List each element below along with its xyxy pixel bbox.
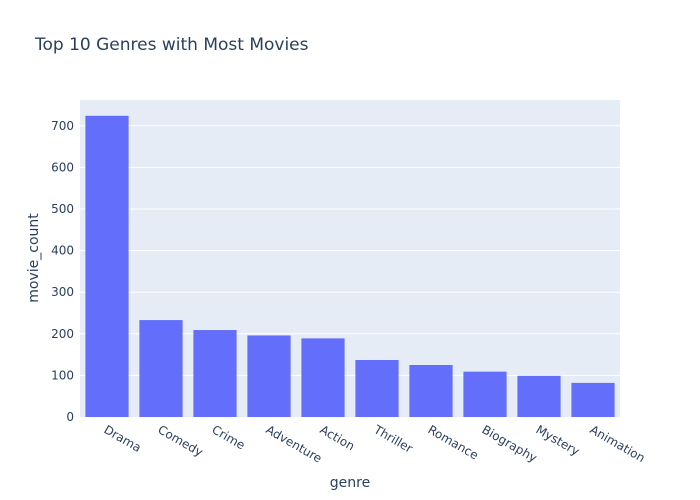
y-tick-label: 600 xyxy=(51,160,74,174)
y-tick-label: 400 xyxy=(51,244,74,258)
bar-mystery xyxy=(517,375,561,417)
x-tick-label: Comedy xyxy=(156,422,206,459)
bar-crime xyxy=(193,330,237,417)
bar-comedy xyxy=(139,320,183,417)
bar-romance xyxy=(409,364,453,417)
chart-title: Top 10 Genres with Most Movies xyxy=(34,35,309,55)
x-tick-label: Animation xyxy=(588,422,648,465)
x-axis-title: genre xyxy=(330,475,370,491)
bar-biography xyxy=(463,371,507,417)
x-tick-label: Biography xyxy=(480,422,540,465)
y-tick-label: 300 xyxy=(51,285,74,299)
y-tick-label: 700 xyxy=(51,119,74,133)
y-tick-label: 100 xyxy=(51,368,74,382)
x-tick-label: Mystery xyxy=(534,422,582,458)
x-tick-label: Action xyxy=(318,422,358,453)
x-tick-label: Thriller xyxy=(371,422,415,456)
bar-drama xyxy=(85,115,129,417)
bar-action xyxy=(301,338,345,417)
x-tick-label: Adventure xyxy=(264,422,325,465)
x-tick-label: Romance xyxy=(426,422,481,462)
y-tick-label: 200 xyxy=(51,327,74,341)
x-tick-label: Drama xyxy=(102,422,144,454)
bars xyxy=(85,115,615,417)
y-tick-label: 0 xyxy=(66,410,74,424)
y-axis-title: movie_count xyxy=(26,213,42,303)
x-tick-label: Crime xyxy=(210,422,248,452)
bar-thriller xyxy=(355,360,399,417)
bar-animation xyxy=(571,382,615,417)
y-tick-labels: 0 100 200 300 400 500 600 700 xyxy=(51,119,74,424)
y-tick-label: 500 xyxy=(51,202,74,216)
bar-adventure xyxy=(247,335,291,417)
